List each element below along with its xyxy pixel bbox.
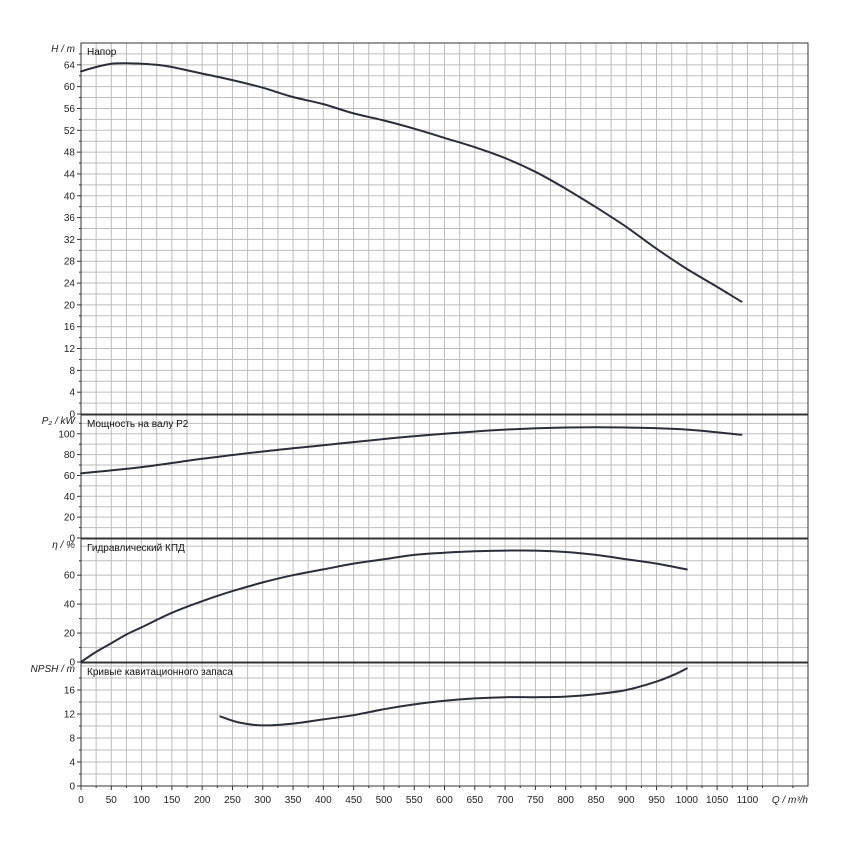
x-tick-label: 800 — [557, 795, 574, 806]
x-axis-label: Q / m³/h — [772, 795, 809, 806]
y-axis-label: η / % — [52, 540, 75, 551]
x-tick-label: 550 — [406, 795, 423, 806]
panel-legend-label: Напор — [87, 47, 117, 58]
y-tick-label: 16 — [64, 322, 76, 333]
y-tick-label: 80 — [64, 450, 76, 461]
y-tick-label: 52 — [64, 126, 76, 137]
y-tick-label: 28 — [64, 257, 76, 268]
x-tick-label: 700 — [497, 795, 514, 806]
y-tick-label: 0 — [69, 410, 75, 421]
y-axis-label: H / m — [51, 44, 75, 55]
y-axis-label: P₂ / kW — [42, 416, 77, 427]
y-tick-label: 20 — [64, 629, 76, 640]
series-curve-1 — [80, 62, 743, 303]
y-tick-label: 12 — [64, 344, 76, 355]
y-tick-label: 32 — [64, 235, 76, 246]
y-tick-label: 40 — [64, 191, 76, 202]
series-curve-2 — [80, 426, 743, 475]
series-curve-4 — [219, 667, 688, 727]
y-tick-label: 56 — [64, 104, 76, 115]
y-tick-label: 60 — [64, 471, 76, 482]
y-tick-label: 20 — [64, 300, 76, 311]
x-tick-label: 600 — [436, 795, 453, 806]
x-tick-label: 250 — [224, 795, 241, 806]
x-tick-label: 1000 — [676, 795, 699, 806]
x-tick-label: 850 — [588, 795, 605, 806]
y-tick-label: 12 — [64, 710, 76, 721]
x-tick-label: 300 — [254, 795, 271, 806]
panel-4: 0 4 8 12 16 NPSH / m Кривые кавитационного зап… — [31, 662, 809, 806]
y-tick-label: 44 — [64, 169, 76, 180]
panel-legend-label: Мощность на валу P2 — [87, 419, 189, 430]
y-tick-label: 60 — [64, 82, 76, 93]
y-tick-label: 8 — [69, 734, 75, 745]
y-tick-label: 40 — [64, 492, 76, 503]
panel-frame — [80, 538, 809, 663]
y-tick-label: 0 — [69, 534, 75, 545]
x-tick-label: 200 — [194, 795, 211, 806]
x-tick-label: 400 — [315, 795, 332, 806]
y-tick-label: 36 — [64, 213, 76, 224]
panel-3: 0 20 40 60 η / % Гидравлический КПД — [52, 538, 809, 669]
x-tick-label: 1100 — [737, 795, 759, 806]
y-tick-label: 40 — [64, 600, 76, 611]
y-tick-label: 0 — [69, 658, 75, 669]
y-tick-label: 0 — [69, 782, 75, 793]
x-tick-label: 950 — [648, 795, 665, 806]
y-tick-label: 20 — [64, 513, 76, 524]
x-tick-label: 0 — [78, 795, 84, 806]
y-tick-label: 60 — [64, 571, 76, 582]
y-tick-label: 4 — [69, 388, 75, 399]
x-tick-label: 500 — [376, 795, 393, 806]
x-tick-label: 650 — [466, 795, 483, 806]
x-tick-label: 350 — [285, 795, 302, 806]
panel-legend-label: Гидравлический КПД — [87, 543, 185, 554]
y-tick-label: 48 — [64, 148, 76, 159]
y-tick-label: 8 — [69, 366, 75, 377]
series-curve-3 — [80, 549, 688, 663]
x-tick-label: 100 — [133, 795, 150, 806]
panel-2: 0 20 40 60 80 100 P₂ / kW Мощность на валу P2 — [42, 414, 809, 545]
x-tick-label: 150 — [164, 795, 181, 806]
y-tick-label: 24 — [64, 279, 76, 290]
y-tick-label: 4 — [69, 758, 75, 769]
x-tick-label: 1050 — [706, 795, 729, 806]
x-tick-label: 900 — [618, 795, 635, 806]
x-tick-label: 750 — [527, 795, 544, 806]
x-tick-label: 450 — [345, 795, 362, 806]
panel-legend-label: Кривые кавитационного запаса — [87, 667, 233, 678]
x-tick-label: 50 — [106, 795, 118, 806]
y-tick-label: 100 — [58, 429, 75, 440]
y-tick-label: 64 — [64, 60, 76, 71]
y-tick-label: 16 — [64, 686, 76, 697]
panel-frame — [80, 414, 809, 539]
y-axis-label: NPSH / m — [31, 664, 75, 675]
